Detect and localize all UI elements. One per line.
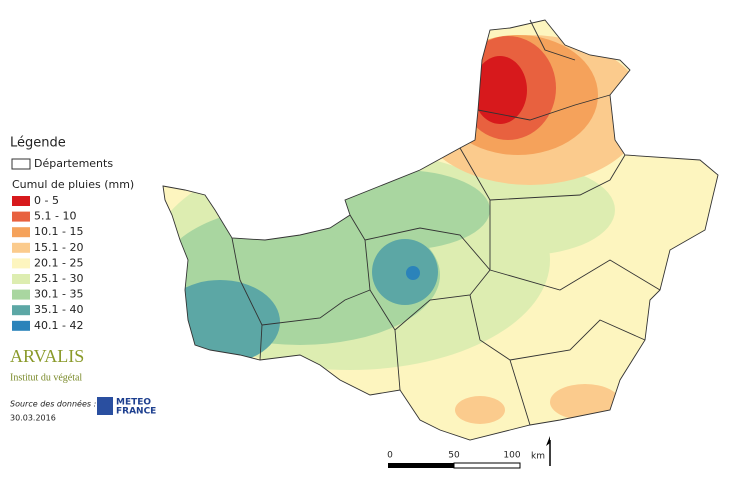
legend-label: 40.1 - 42 [34, 319, 83, 332]
source-label: Source des données : [10, 399, 97, 409]
zone [406, 266, 420, 280]
scale-tick: 50 [448, 451, 460, 461]
logo-name: ARVALIS [10, 346, 84, 366]
zone [435, 165, 615, 255]
legend-swatch [12, 211, 30, 222]
provider-name: METEO [116, 398, 151, 408]
scale-tick: 100 [503, 451, 520, 461]
zone [372, 239, 438, 305]
logo-tagline: Institut du végétal [10, 372, 82, 383]
legend-label: 15.1 - 20 [34, 241, 83, 254]
legend-swatch [12, 320, 30, 331]
boundary-label: Départements [34, 157, 113, 170]
legend-label: 25.1 - 30 [34, 272, 83, 285]
scale-unit: km [531, 452, 545, 462]
legend-label: 10.1 - 15 [34, 225, 83, 238]
scale-bar: 0 50 100 km [387, 451, 545, 469]
legend-label: 35.1 - 40 [34, 303, 83, 316]
boundary-swatch [11, 158, 31, 170]
legend-swatch [12, 289, 30, 300]
zone [550, 384, 620, 420]
legend-swatch [12, 242, 30, 253]
zone [473, 56, 527, 124]
legend-swatch [12, 274, 30, 284]
legend-swatch [12, 196, 30, 206]
zone [455, 396, 505, 424]
legend-subtitle: Cumul de pluies (mm) [12, 178, 134, 191]
legend-label: 5.1 - 10 [34, 210, 76, 223]
legend-title: Légende [10, 136, 66, 151]
legend-label: 30.1 - 35 [34, 288, 83, 301]
legend-label: 0 - 5 [34, 194, 59, 207]
source-date: 30.03.2016 [10, 414, 56, 423]
scale-tick: 0 [387, 451, 393, 461]
provider-name: FRANCE [116, 407, 156, 417]
north-arrow [546, 436, 551, 466]
rain-map [163, 20, 718, 440]
legend-classes: 0 - 5 5.1 - 10 10.1 - 15 15.1 - 20 20.1 - 25… [12, 194, 83, 332]
legend-swatch [12, 258, 30, 269]
departments [162, 19, 719, 441]
legend-label: 20.1 - 25 [34, 256, 83, 269]
legend-swatch [12, 305, 30, 316]
provider-logo [97, 397, 113, 415]
legend-swatch [12, 227, 30, 238]
